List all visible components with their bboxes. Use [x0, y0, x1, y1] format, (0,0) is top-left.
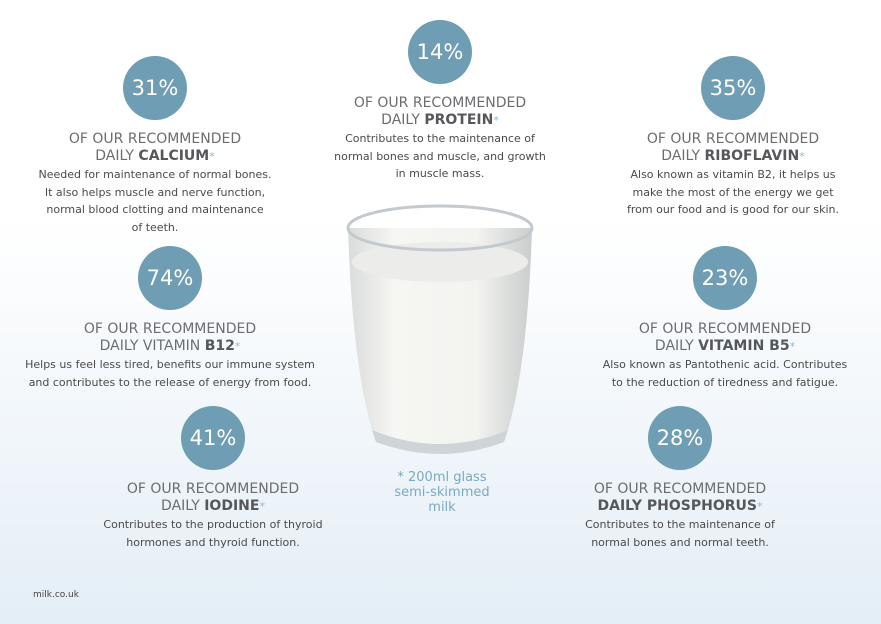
asterisk: *: [789, 340, 796, 353]
heading-line: OF OUR RECOMMENDED: [646, 131, 820, 147]
heading: OF OUR RECOMMENDED DAILY PROTEIN*: [260, 95, 620, 129]
description-line: It also helps muscle and nerve function,: [44, 185, 266, 199]
nutrient-item: 74% OF OUR RECOMMENDED DAILY VITAMIN B12* H…: [0, 246, 350, 391]
asterisk: *: [234, 340, 241, 353]
description-line: Contributes to the maintenance of: [585, 518, 775, 531]
description: Contributes to the maintenance of normal …: [260, 130, 620, 183]
nutrient-item: 23% OF OUR RECOMMENDED DAILY VITAMIN B5* Al…: [545, 246, 881, 391]
heading-line: OF OUR RECOMMENDED: [593, 481, 767, 497]
source: milk.co.uk: [33, 590, 79, 600]
nutrient-name: B12: [204, 338, 235, 354]
nutrient-name: DAILY: [161, 498, 205, 514]
description-line: make the most of the energy we get: [632, 185, 834, 199]
description: Helps us feel less tired, benefits our i…: [0, 356, 350, 391]
nutrient-name: PROTEIN: [424, 112, 494, 128]
asterisk: *: [209, 150, 215, 163]
description-line: normal bones and muscle, and growth: [334, 149, 546, 163]
description-line: Contributes to the production of thyroid: [103, 518, 323, 531]
percent-badge: 23%: [693, 246, 757, 310]
percent-badge: 74%: [138, 246, 202, 310]
description-line: Helps us feel less tired, benefits our i…: [25, 358, 315, 371]
asterisk: *: [259, 500, 265, 513]
nutrient-item: 31% OF OUR RECOMMENDED DAILY CALCIUM* Neede…: [0, 56, 335, 236]
nutrient-name: DAILY: [654, 338, 699, 354]
heading: OF OUR RECOMMENDED DAILY RIBOFLAVIN*: [553, 131, 881, 165]
description-line: Needed for maintenance of normal bones.: [38, 168, 272, 181]
description: Contributes to the production of thyroid…: [33, 516, 393, 551]
asterisk: *: [493, 114, 499, 127]
nutrient-name: RIBOFLAVIN: [704, 148, 800, 164]
percent-badge: 35%: [701, 56, 765, 120]
description: Needed for maintenance of normal bones. I…: [0, 166, 335, 236]
heading-line: OF OUR RECOMMENDED: [83, 321, 257, 337]
nutrient-name: DAILY PHOSPHORUS: [597, 498, 758, 514]
percent-badge: 41%: [181, 406, 245, 470]
nutrient-name: VITAMIN B5: [698, 338, 790, 354]
description-line: of teeth.: [131, 220, 179, 234]
heading: OF OUR RECOMMENDED DAILY VITAMIN B5*: [545, 321, 881, 355]
heading: OF OUR RECOMMENDED DAILY PHOSPHORUS*: [500, 481, 860, 515]
description: Also known as Pantothenic acid. Contribu…: [545, 356, 881, 391]
nutrient-name: DAILY: [95, 148, 139, 164]
footnote-line: semi-skimmed: [394, 485, 490, 500]
nutrient-name: DAILY: [661, 148, 705, 164]
description: Contributes to the maintenance of normal …: [500, 516, 860, 551]
description-line: to the reduction of tiredness and fatigu…: [611, 375, 839, 389]
description-line: Contributes to the maintenance of: [345, 132, 535, 145]
footnote-line: * 200ml glass: [397, 470, 487, 485]
footnote: * 200ml glass semi-skimmed milk: [362, 470, 522, 515]
heading-line: OF OUR RECOMMENDED: [638, 321, 812, 337]
heading-line: OF OUR RECOMMENDED: [126, 481, 300, 497]
heading: OF OUR RECOMMENDED DAILY CALCIUM*: [0, 131, 335, 165]
description-line: normal blood clotting and maintenance: [46, 203, 264, 216]
nutrient-name: IODINE: [204, 498, 260, 514]
description-line: hormones and thyroid function.: [126, 535, 300, 549]
heading-line: OF OUR RECOMMENDED: [68, 131, 242, 147]
nutrient-item: 35% OF OUR RECOMMENDED DAILY RIBOFLAVIN* Al…: [553, 56, 881, 219]
description-line: normal bones and normal teeth.: [591, 535, 769, 549]
nutrient-name: DAILY VITAMIN: [99, 338, 205, 354]
description-line: and contributes to the release of energy…: [28, 375, 312, 389]
heading: OF OUR RECOMMENDED DAILY IODINE*: [33, 481, 393, 515]
description-line: Also known as vitamin B2, it helps us: [630, 168, 836, 181]
percent-badge: 28%: [648, 406, 712, 470]
description-line: in muscle mass.: [395, 167, 485, 180]
nutrient-name: CALCIUM: [138, 148, 210, 164]
description-line: from our food and is good for our skin.: [627, 203, 839, 216]
asterisk: *: [799, 150, 805, 163]
heading-line: OF OUR RECOMMENDED: [353, 95, 527, 111]
percent-badge: 31%: [123, 56, 187, 120]
heading: OF OUR RECOMMENDED DAILY VITAMIN B12*: [0, 321, 350, 355]
nutrient-item: 41% OF OUR RECOMMENDED DAILY IODINE* Contri…: [33, 406, 393, 551]
footnote-line: milk: [428, 500, 456, 515]
description: Also known as vitamin B2, it helps us mak…: [553, 166, 881, 219]
asterisk: *: [757, 500, 763, 513]
description-line: Also known as Pantothenic acid. Contribu…: [602, 358, 848, 371]
nutrient-item: 28% OF OUR RECOMMENDED DAILY PHOSPHORUS* Co…: [500, 406, 860, 551]
nutrient-item: 14% OF OUR RECOMMENDED DAILY PROTEIN* Contr…: [260, 20, 620, 183]
nutrient-name: DAILY: [381, 112, 425, 128]
percent-badge: 14%: [408, 20, 472, 84]
